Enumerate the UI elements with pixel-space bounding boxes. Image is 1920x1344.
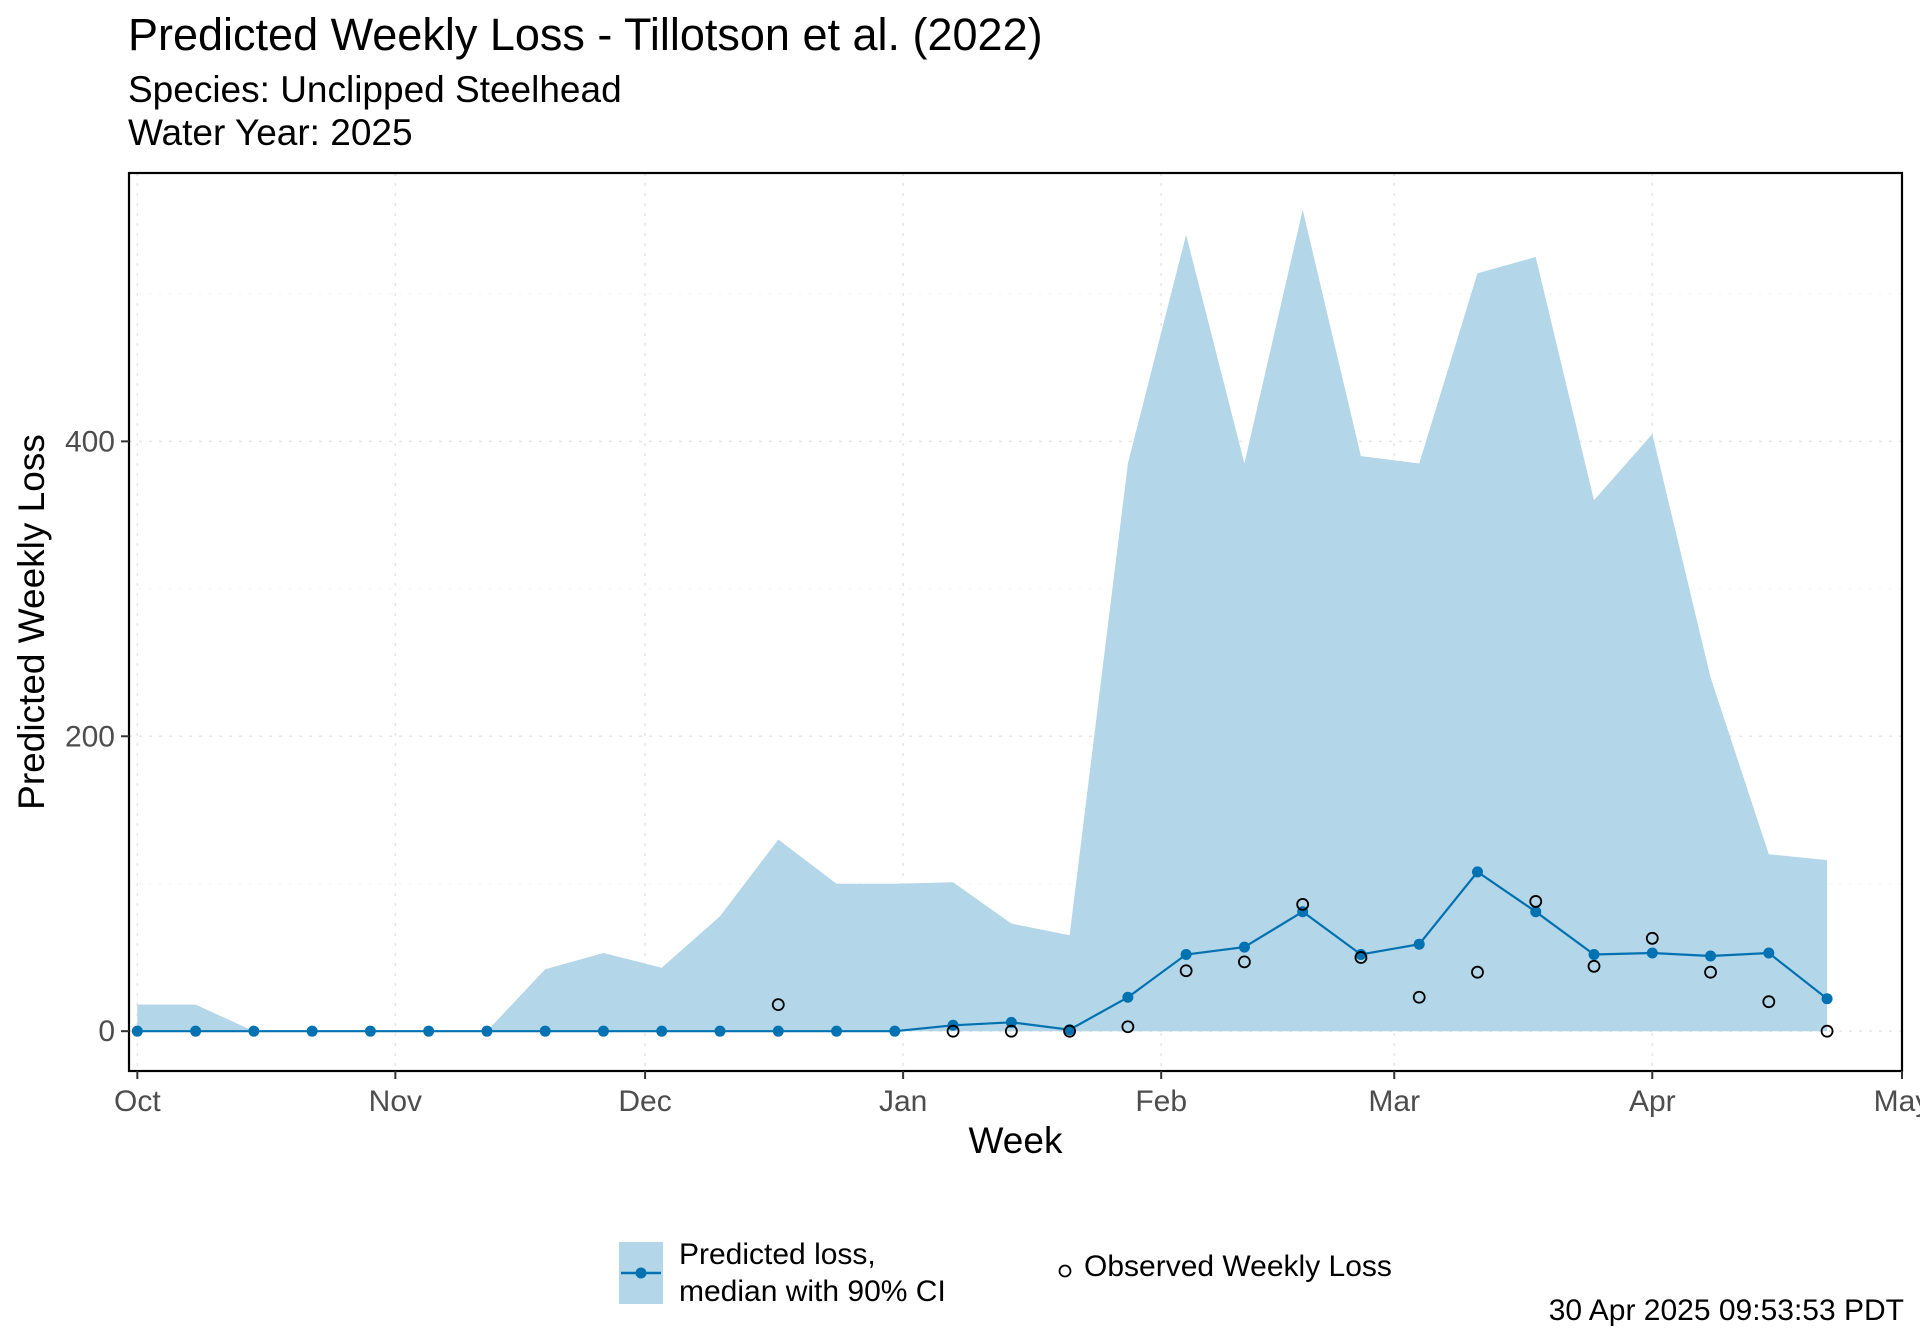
legend-open-circle-icon (1058, 1264, 1072, 1278)
observed-point (1645, 931, 1659, 945)
median-point (831, 1025, 843, 1037)
observed-point (1529, 895, 1543, 908)
chart-subtitle-species: Species: Unclipped Steelhead (128, 69, 622, 110)
observed-point (1587, 959, 1601, 973)
legend-line-dot-icon (621, 1267, 661, 1279)
axes: Oct Nov Dec Jan Feb Mar Apr May 0 200 400 (65, 425, 1920, 1118)
observed-point (1179, 964, 1193, 978)
y-axis-title: Predicted Weekly Loss (11, 434, 52, 810)
median-point (1705, 950, 1717, 962)
x-tick-label: Oct (114, 1085, 161, 1118)
median-point (190, 1025, 202, 1037)
observed-point (1354, 951, 1368, 964)
observed-point (1238, 955, 1251, 969)
y-tick-label: 400 (65, 425, 115, 458)
observed-point (1820, 1024, 1834, 1038)
x-tick-label: Mar (1368, 1085, 1420, 1118)
median-layer (131, 866, 1833, 1037)
median-point (714, 1025, 726, 1037)
observed-point (946, 1024, 960, 1038)
median-point (1005, 1016, 1017, 1028)
observed-point (1704, 965, 1717, 979)
x-tick-label: Dec (618, 1085, 671, 1118)
chart-title: Predicted Weekly Loss - Tillotson et al.… (128, 9, 1043, 60)
median-point (481, 1025, 493, 1037)
legend-label-observed: Observed Weekly Loss (1084, 1250, 1392, 1283)
observed-point (771, 998, 785, 1012)
x-tick-label: Jan (879, 1085, 927, 1118)
legend-key-observed (1039, 1242, 1083, 1304)
observed-point (1412, 990, 1426, 1004)
observed-point (1471, 965, 1484, 979)
median-point (1471, 866, 1483, 878)
median-point (1530, 906, 1542, 918)
y-tick-label: 200 (65, 720, 115, 753)
chart-subtitle-water-year: Water Year: 2025 (128, 112, 413, 153)
median-point (248, 1025, 260, 1037)
x-tick-label: Feb (1135, 1085, 1187, 1118)
x-tick-label: Nov (369, 1085, 422, 1118)
median-point (1413, 938, 1425, 950)
median-point (131, 1025, 143, 1037)
median-point (1122, 991, 1134, 1003)
median-point (423, 1025, 435, 1037)
median-point (364, 1025, 376, 1037)
observed-point (1063, 1024, 1077, 1038)
ci-ribbon (137, 209, 1828, 1032)
median-point (889, 1025, 901, 1037)
legend-label-predicted: Predicted loss, median with 90% CI (679, 1238, 946, 1308)
x-tick-label: Apr (1629, 1085, 1676, 1118)
x-tick-label: May (1874, 1085, 1920, 1118)
median-point (1763, 947, 1775, 959)
observed-layer (771, 895, 1834, 1038)
median-point (539, 1025, 551, 1037)
median-point (306, 1025, 318, 1037)
render-timestamp: 30 Apr 2025 09:53:53 PDT (1548, 1294, 1904, 1327)
median-point (656, 1025, 668, 1037)
y-tick-label: 0 (98, 1015, 115, 1048)
median-point (1821, 993, 1833, 1005)
median-point (1588, 949, 1600, 961)
observed-point (1004, 1024, 1018, 1038)
legend-key-predicted (619, 1242, 663, 1304)
median-point (1238, 941, 1250, 953)
median-line (137, 870, 1828, 1033)
observed-point (1121, 1020, 1135, 1034)
observed-point (1296, 897, 1310, 911)
observed-point (1762, 995, 1776, 1009)
median-point (1646, 947, 1658, 959)
x-axis-title: Week (969, 1120, 1063, 1161)
median-point (597, 1025, 609, 1037)
ci-ribbon-layer (137, 209, 1828, 1032)
median-point (772, 1025, 784, 1037)
panel-border (127, 171, 1904, 1073)
median-point (1180, 949, 1192, 961)
